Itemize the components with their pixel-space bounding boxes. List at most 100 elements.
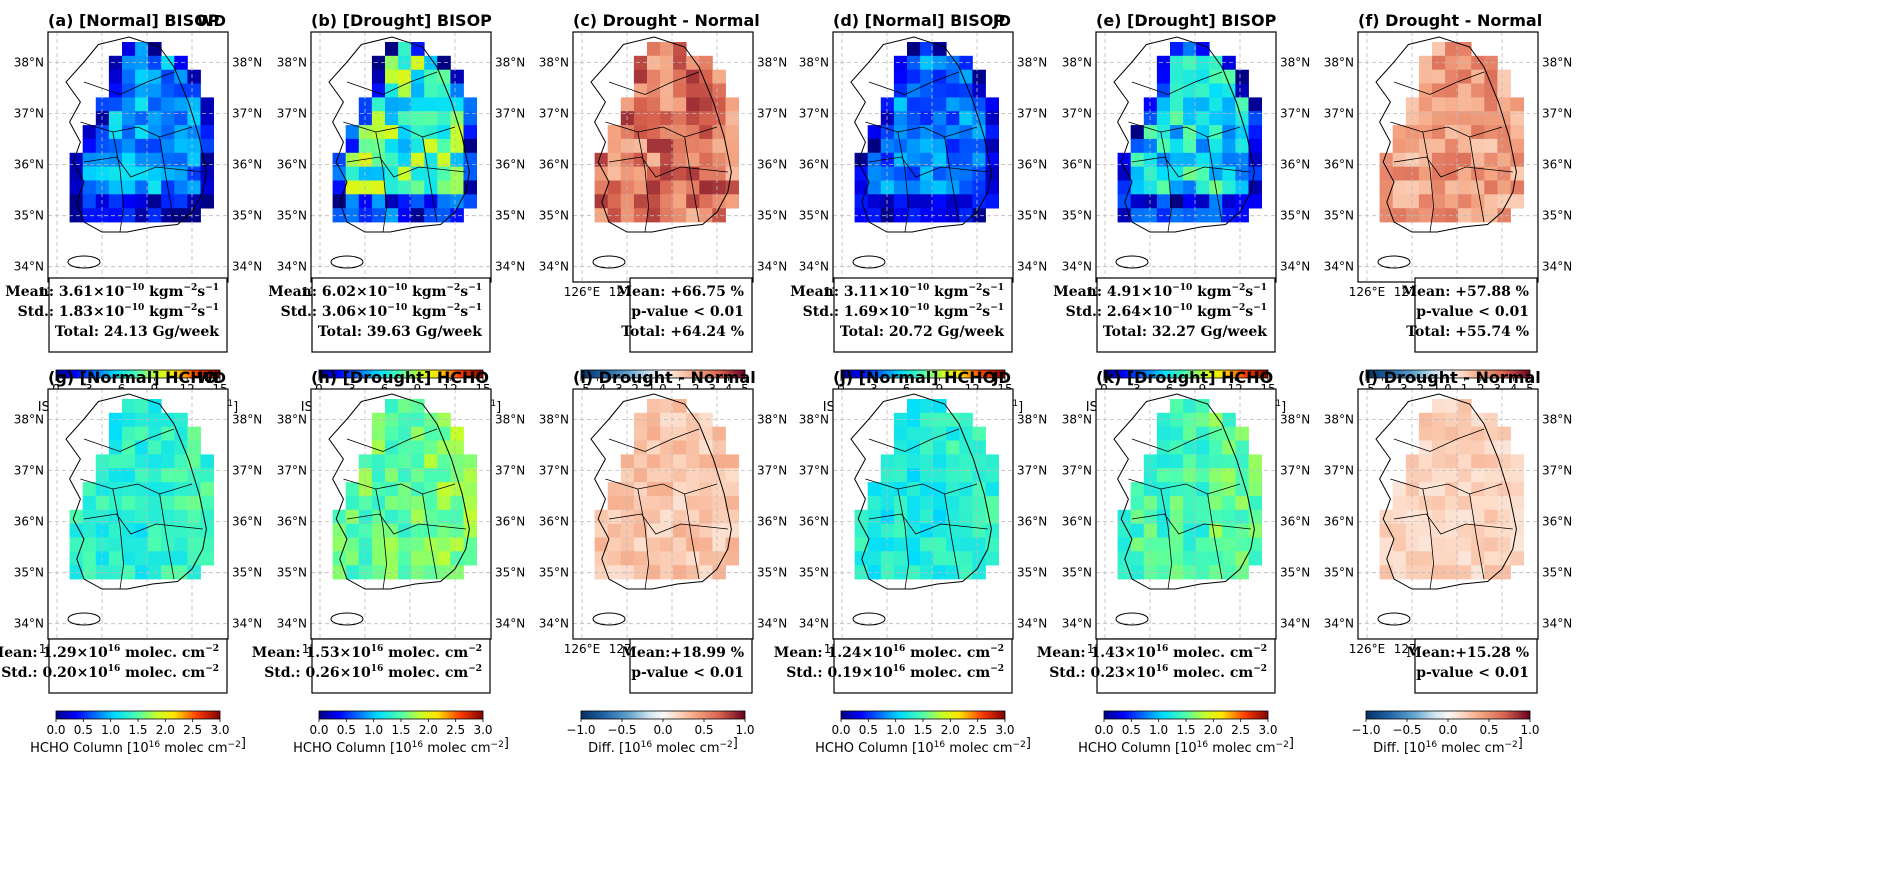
grid-cell bbox=[920, 83, 934, 98]
grid-cell bbox=[424, 97, 438, 112]
grid-cell bbox=[424, 440, 438, 455]
grid-cell bbox=[959, 454, 973, 469]
grid-cell bbox=[1484, 440, 1498, 455]
grid-cell bbox=[1130, 565, 1145, 580]
grid-cell bbox=[1445, 166, 1459, 181]
grid-cell bbox=[880, 208, 895, 223]
grid-cell bbox=[699, 495, 713, 511]
province-border bbox=[1131, 428, 1223, 452]
grid-cell bbox=[148, 509, 162, 524]
grid-cell bbox=[647, 138, 661, 154]
grid-cell bbox=[148, 468, 162, 483]
grid-cell bbox=[660, 111, 674, 126]
grid-cell bbox=[371, 83, 386, 98]
grid-cell bbox=[161, 111, 175, 126]
grid-cell bbox=[1143, 495, 1158, 511]
grid-cell bbox=[620, 523, 635, 538]
grid-cell bbox=[647, 125, 661, 140]
colorbar-tick-label: −1.0 bbox=[566, 723, 595, 737]
grid-cell bbox=[1143, 111, 1158, 126]
lat-tick-label-right: 38°N bbox=[232, 413, 262, 427]
grid-cell bbox=[673, 495, 687, 511]
lat-tick-label-left: 34°N bbox=[14, 617, 44, 631]
grid-cell bbox=[1235, 194, 1249, 209]
grid-cell bbox=[1510, 166, 1524, 181]
grid-cell bbox=[95, 537, 110, 552]
grid-cell bbox=[187, 551, 201, 566]
grid-cell bbox=[907, 551, 921, 566]
grid-cell bbox=[1497, 523, 1511, 538]
grid-cell bbox=[633, 565, 648, 580]
grid-cell bbox=[1235, 138, 1249, 154]
grid-cell bbox=[345, 537, 360, 552]
grid-cell bbox=[1497, 180, 1511, 195]
grid-cell bbox=[411, 399, 425, 414]
grid-cell bbox=[660, 180, 674, 195]
grid-cell bbox=[398, 166, 412, 181]
grid-cell bbox=[1248, 138, 1262, 154]
grid-cell bbox=[358, 523, 373, 538]
grid-cell bbox=[161, 495, 175, 511]
grid-cell bbox=[174, 152, 188, 167]
grid-cell bbox=[358, 495, 373, 511]
grid-cells bbox=[594, 399, 739, 580]
grid-cell bbox=[108, 69, 123, 84]
grid-cell bbox=[880, 537, 895, 552]
grid-cell bbox=[437, 468, 451, 483]
province-border bbox=[1422, 488, 1435, 590]
grid-cell bbox=[82, 509, 97, 524]
colorbar-tick-label: 2.5 bbox=[1231, 723, 1250, 737]
lon-tick-label: 126°E bbox=[564, 285, 601, 299]
grid-cell bbox=[1170, 551, 1184, 566]
grid-cell bbox=[371, 468, 386, 483]
grid-cell bbox=[1458, 440, 1472, 455]
grid-cell bbox=[1170, 454, 1184, 469]
grid-cell bbox=[1418, 208, 1433, 223]
grid-cell bbox=[463, 138, 477, 154]
lat-tick-label-right: 38°N bbox=[1542, 56, 1572, 70]
grid-cell bbox=[1143, 565, 1158, 580]
grid-cell bbox=[1209, 495, 1223, 511]
grid-cell bbox=[660, 509, 674, 524]
grid-cell bbox=[424, 152, 438, 167]
grid-cell bbox=[1405, 194, 1420, 209]
grid-cell bbox=[686, 69, 700, 84]
grid-cell bbox=[1222, 111, 1236, 126]
grid-cell bbox=[1379, 551, 1394, 566]
grid-cell bbox=[82, 166, 97, 181]
grid-cell bbox=[673, 440, 687, 455]
colorbar-gradient bbox=[55, 710, 221, 720]
lat-tick-label-right: 36°N bbox=[232, 515, 262, 529]
grid-cells bbox=[594, 42, 739, 223]
grid-cell bbox=[1471, 426, 1485, 441]
grid-cell bbox=[725, 152, 739, 167]
grid-cell bbox=[1209, 440, 1223, 455]
grid-cell bbox=[398, 509, 412, 524]
lat-tick-label-right: 37°N bbox=[1542, 107, 1572, 121]
grid-cell bbox=[122, 551, 136, 566]
grid-cells bbox=[1117, 42, 1262, 223]
grid-cell bbox=[82, 495, 97, 511]
grid-cell bbox=[1170, 399, 1184, 414]
grid-cell bbox=[450, 152, 464, 167]
grid-cell bbox=[1156, 468, 1171, 483]
grid-cell bbox=[161, 440, 175, 455]
grid-cell bbox=[1418, 482, 1433, 497]
grid-cell bbox=[161, 454, 175, 469]
grid-cell bbox=[1222, 194, 1236, 209]
grid-cell bbox=[371, 454, 386, 469]
grid-cell bbox=[463, 125, 477, 140]
grid-cell bbox=[358, 125, 373, 140]
grid-cell bbox=[424, 125, 438, 140]
grid-cell bbox=[108, 468, 123, 483]
grid-cell bbox=[972, 152, 986, 167]
province-border bbox=[375, 131, 388, 233]
grid-cell bbox=[972, 166, 986, 181]
stats-line: Total: +55.74 % bbox=[1406, 324, 1529, 340]
grid-cell bbox=[82, 180, 97, 195]
colorbar-tick-label: 0.5 bbox=[337, 723, 356, 737]
grid-cell bbox=[95, 551, 110, 566]
stats-frame bbox=[1096, 277, 1276, 353]
grid-cell bbox=[920, 152, 934, 167]
